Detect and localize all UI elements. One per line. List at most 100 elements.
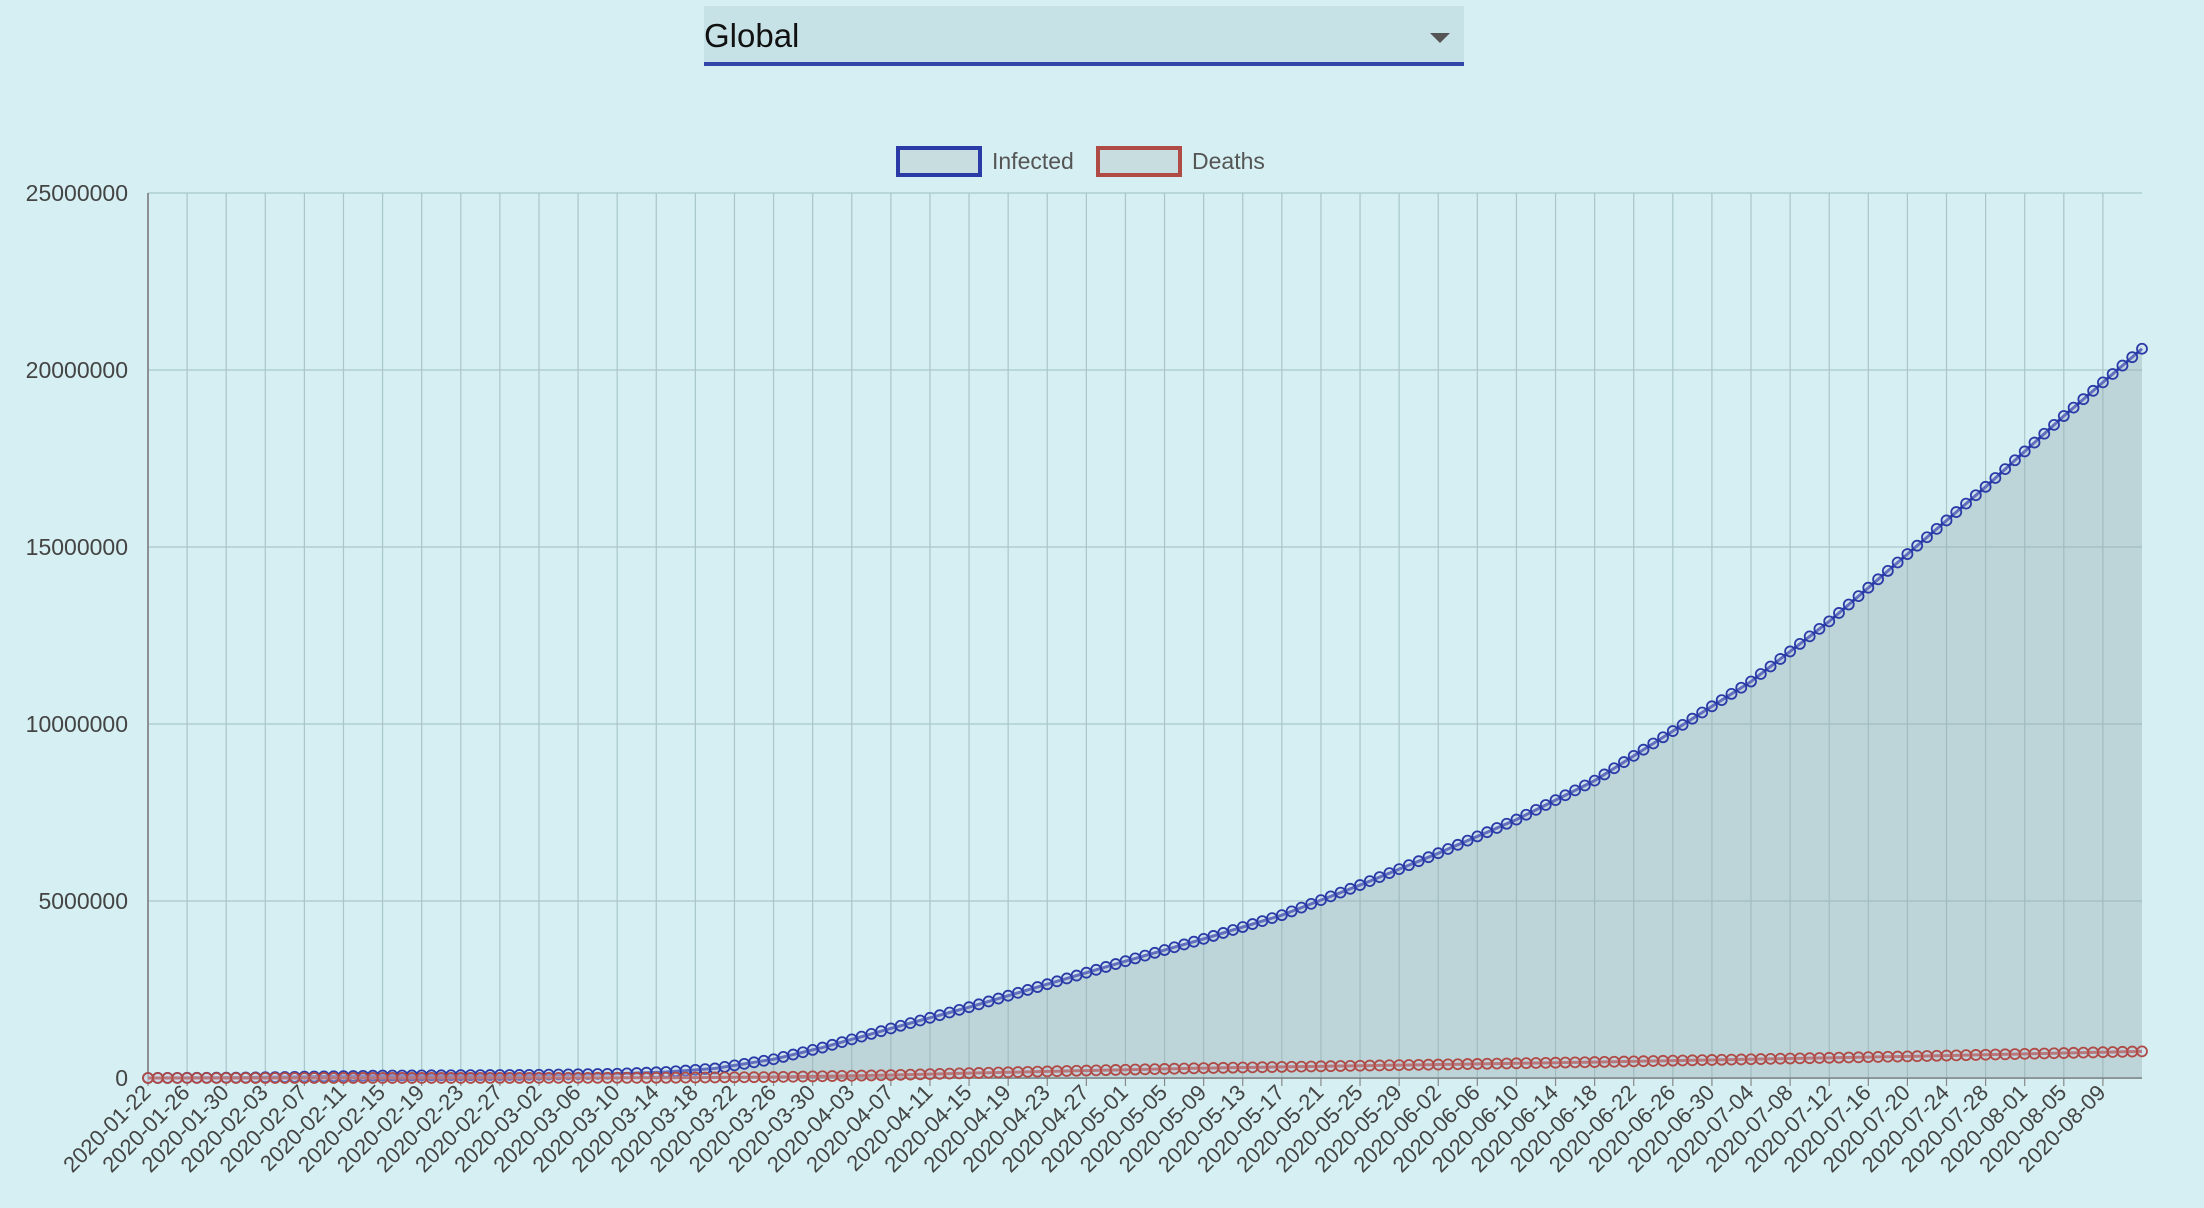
data-point-infected: [1403, 859, 1415, 872]
data-point-deaths: [709, 1071, 721, 1084]
data-point-infected: [2009, 454, 2021, 467]
data-point-deaths: [533, 1071, 545, 1084]
data-point-infected: [1989, 472, 2002, 484]
data-point-deaths: [1539, 1056, 1552, 1069]
data-point-deaths: [1373, 1059, 1386, 1072]
data-point-deaths: [1109, 1064, 1122, 1076]
data-point-deaths: [1510, 1057, 1523, 1070]
data-point-deaths: [142, 1072, 154, 1084]
data-point-deaths: [972, 1067, 985, 1079]
data-point-infected: [2038, 427, 2051, 440]
data-point-infected: [982, 995, 995, 1008]
data-point-infected: [1979, 480, 1992, 493]
data-point-infected: [1618, 756, 1630, 768]
data-point-infected: [1129, 952, 1142, 965]
data-point-deaths: [1100, 1064, 1112, 1077]
data-point-infected: [1168, 941, 1181, 954]
data-point-deaths: [1432, 1058, 1445, 1071]
legend-swatch-deaths[interactable]: [1096, 146, 1182, 177]
data-point-deaths: [572, 1071, 584, 1084]
data-point-deaths: [542, 1071, 555, 1084]
data-point-infected: [1246, 918, 1259, 930]
region-select[interactable]: Global: [704, 6, 1464, 66]
data-point-infected: [1178, 938, 1190, 951]
data-point-infected: [1960, 497, 1972, 510]
data-point-deaths: [435, 1072, 448, 1084]
data-point-deaths: [1295, 1060, 1308, 1073]
data-point-deaths: [2087, 1046, 2100, 1059]
data-point-infected: [1324, 890, 1337, 903]
data-point-deaths: [1803, 1052, 1816, 1065]
data-point-infected: [757, 1054, 770, 1067]
series-area-infected: [148, 348, 2142, 1078]
data-point-infected: [1236, 921, 1249, 933]
data-point-deaths: [386, 1072, 399, 1084]
data-point-deaths: [220, 1072, 233, 1084]
data-point-deaths: [503, 1072, 516, 1084]
y-tick-label: 15000000: [26, 534, 128, 560]
data-point-deaths: [1881, 1050, 1894, 1063]
data-point-deaths: [630, 1071, 643, 1084]
data-point-infected: [1119, 955, 1132, 968]
data-point-deaths: [992, 1066, 1005, 1079]
data-point-deaths: [1178, 1062, 1190, 1075]
data-point-infected: [1139, 949, 1151, 962]
data-point-deaths: [1657, 1054, 1669, 1067]
data-point-infected: [1774, 653, 1787, 665]
data-point-deaths: [1256, 1061, 1269, 1074]
data-point-deaths: [748, 1071, 760, 1084]
data-point-deaths: [1129, 1063, 1142, 1076]
data-point-deaths: [591, 1071, 604, 1084]
data-point-infected: [2097, 376, 2109, 389]
data-point-infected: [1725, 688, 1738, 700]
data-point-infected: [924, 1011, 936, 1024]
data-point-deaths: [738, 1071, 751, 1084]
data-point-deaths: [1412, 1058, 1425, 1071]
data-point-infected: [1295, 901, 1308, 914]
data-point-infected: [963, 1001, 975, 1014]
legend-swatch-infected[interactable]: [896, 146, 982, 177]
series-line-infected: [147, 347, 2143, 1080]
data-point-infected: [1891, 556, 1904, 569]
data-point-deaths: [1393, 1059, 1406, 1072]
data-point-deaths: [1891, 1050, 1904, 1063]
data-point-deaths: [1363, 1059, 1376, 1072]
data-point-infected: [806, 1043, 819, 1056]
data-point-deaths: [1940, 1049, 1953, 1062]
data-point-deaths: [1490, 1057, 1503, 1070]
data-point-deaths: [171, 1072, 184, 1084]
data-point-infected: [904, 1017, 917, 1030]
legend-label-deaths[interactable]: Deaths: [1192, 148, 1265, 174]
data-point-infected: [1578, 779, 1591, 792]
data-point-infected: [1393, 863, 1406, 876]
data-point-deaths: [318, 1072, 330, 1084]
data-point-infected: [748, 1056, 760, 1069]
data-point-deaths: [190, 1072, 203, 1084]
data-point-infected: [787, 1048, 800, 1061]
data-point-deaths: [1735, 1053, 1748, 1066]
data-point-deaths: [288, 1072, 301, 1084]
data-point-infected: [894, 1019, 907, 1032]
data-point-deaths: [1989, 1048, 2002, 1061]
data-point-deaths: [1236, 1061, 1249, 1074]
data-point-infected: [884, 1022, 897, 1035]
data-point-infected: [1031, 981, 1044, 993]
data-point-deaths: [640, 1071, 653, 1084]
data-point-deaths: [924, 1068, 936, 1081]
data-point-infected: [1090, 963, 1103, 976]
data-point-deaths: [474, 1072, 487, 1084]
data-point-deaths: [1715, 1053, 1728, 1066]
legend-label-infected[interactable]: Infected: [992, 148, 1074, 174]
data-point-infected: [1451, 838, 1464, 851]
y-tick-label: 10000000: [26, 711, 128, 737]
data-point-deaths: [2018, 1047, 2031, 1060]
data-point-deaths: [757, 1071, 770, 1084]
data-point-deaths: [454, 1072, 467, 1084]
data-point-deaths: [933, 1067, 946, 1080]
chevron-down-icon[interactable]: [1430, 33, 1450, 43]
data-point-infected: [972, 998, 985, 1011]
data-point-deaths: [1227, 1061, 1239, 1074]
data-point-infected: [953, 1003, 966, 1016]
data-point-infected: [1080, 966, 1093, 979]
